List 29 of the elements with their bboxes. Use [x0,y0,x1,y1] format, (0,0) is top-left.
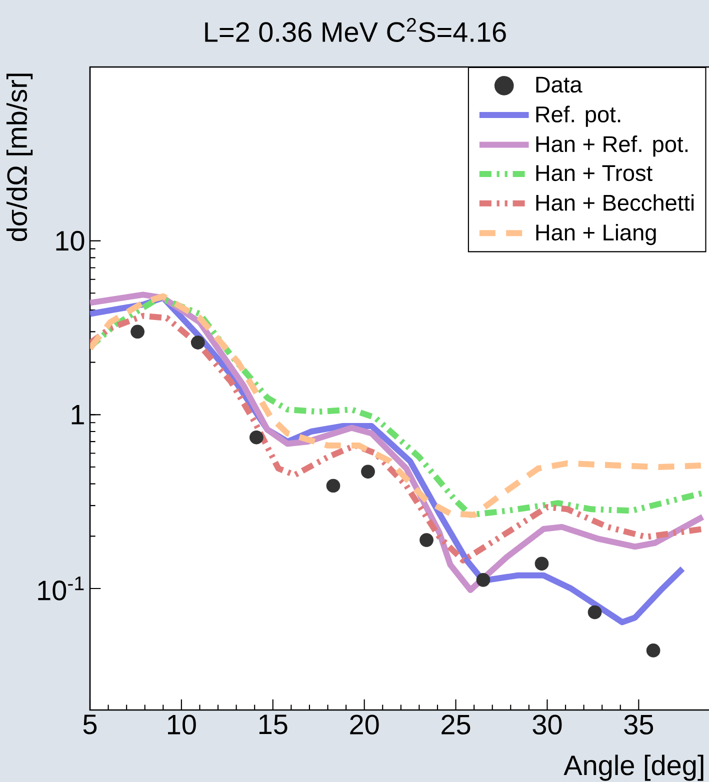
x-tick-label: 15 [259,714,288,734]
legend-label: Ref. pot. [536,106,620,127]
x-tick-label: 5 [83,714,97,734]
point [130,324,144,339]
x-tick-label: 10 [168,714,196,735]
legend-label: Data [536,76,582,93]
x-axis-title: Angle [deg] [564,754,704,781]
point [326,478,340,493]
point [249,430,264,444]
point [646,644,660,658]
x-tick-label: 30 [532,714,562,735]
y-tick-label: 10$^{-1}$ [38,576,84,600]
x-tick-label: 25 [442,714,470,735]
legend-label: Han + Ref. pot. [536,136,688,157]
y-tick-label: 10 [56,230,84,251]
chart-title: L=2 0.36 MeV C$^{2}$S=4.16 [205,18,506,42]
y-axis-title: dσ/dΩ [mb/sr] [6,74,33,242]
legend-label: Han + Liang [536,224,656,246]
point [190,336,205,350]
point [420,533,434,547]
legend-label: Han + Becchetti [536,194,694,211]
y-tick-label: 1 [72,405,84,424]
x-tick-label: 20 [350,714,379,735]
point [361,464,375,479]
legend-label: Han + Trost [536,165,652,182]
point [476,573,490,587]
x-tick-label: 35 [624,714,654,735]
point [534,556,549,571]
point [588,605,602,620]
